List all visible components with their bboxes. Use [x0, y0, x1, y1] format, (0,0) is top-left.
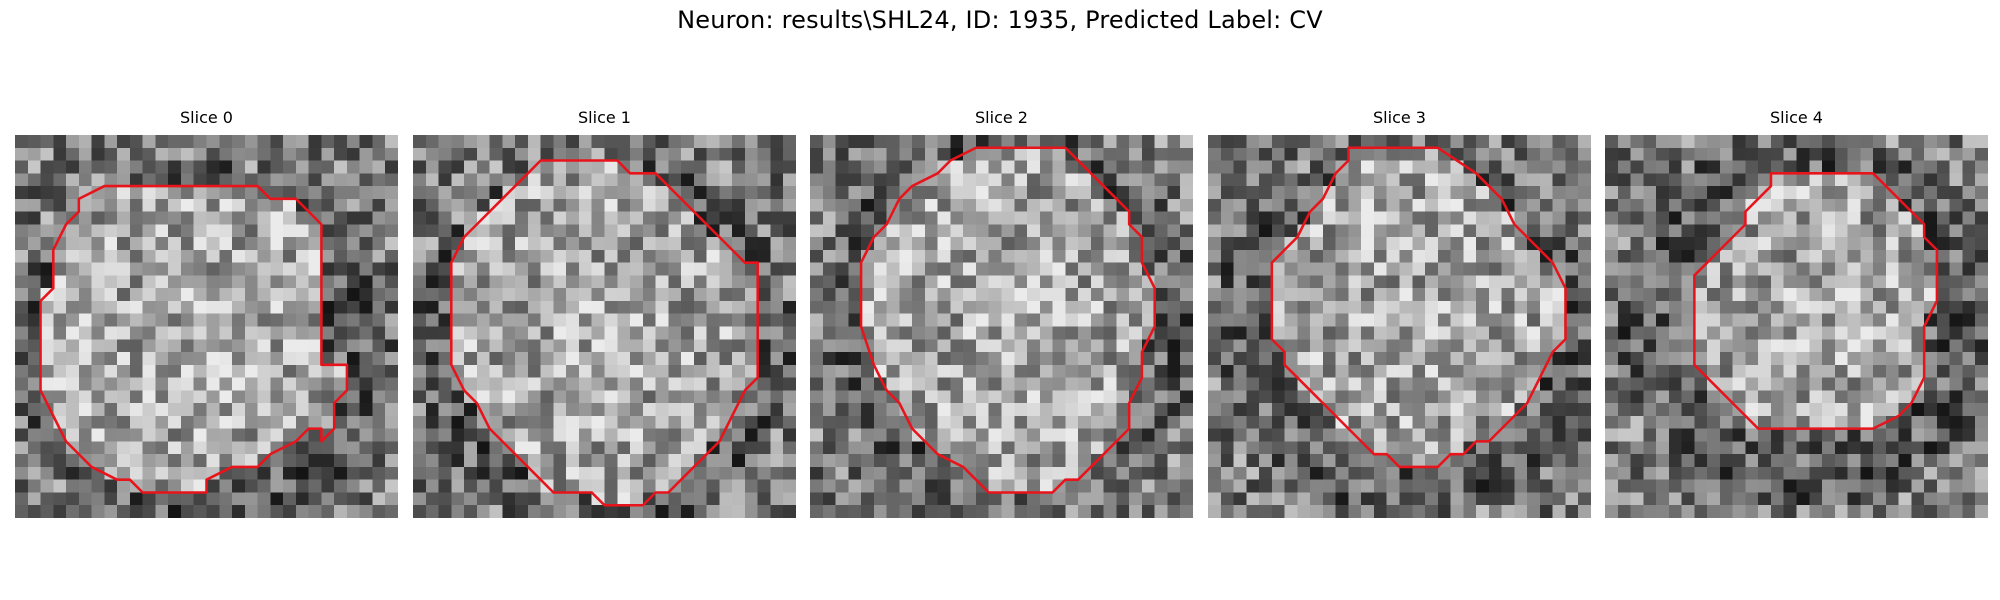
roi-contour: [1693, 172, 1939, 430]
slice-title-2: Slice 2: [975, 108, 1028, 127]
slice-image-2: [810, 135, 1193, 518]
slice-title-3: Slice 3: [1373, 108, 1426, 127]
pixel-grid: [15, 135, 398, 518]
pixel-grid: [1208, 135, 1591, 518]
pixel-grid: [810, 135, 1193, 518]
slice-image-4: [1605, 135, 1988, 518]
figure-title: Neuron: results\SHL24, ID: 1935, Predict…: [677, 6, 1323, 34]
slice-title-4: Slice 4: [1770, 108, 1823, 127]
slice-panel-0: Slice 0: [15, 108, 398, 518]
pixel-grid: [1605, 135, 1988, 518]
slice-image-1: [413, 135, 796, 518]
roi-contour: [1270, 146, 1567, 469]
slice-title-0: Slice 0: [180, 108, 233, 127]
pixel-grid: [413, 135, 796, 518]
slice-panel-2: Slice 2: [810, 108, 1193, 518]
slice-image-3: [1208, 135, 1591, 518]
slice-panel-1: Slice 1: [413, 108, 796, 518]
slice-panel-3: Slice 3: [1208, 108, 1591, 518]
roi-contour: [450, 159, 759, 507]
roi-contour: [39, 184, 349, 494]
slice-image-0: [15, 135, 398, 518]
slice-panel-4: Slice 4: [1605, 108, 1988, 518]
slice-title-1: Slice 1: [578, 108, 631, 127]
roi-contour: [859, 146, 1156, 494]
